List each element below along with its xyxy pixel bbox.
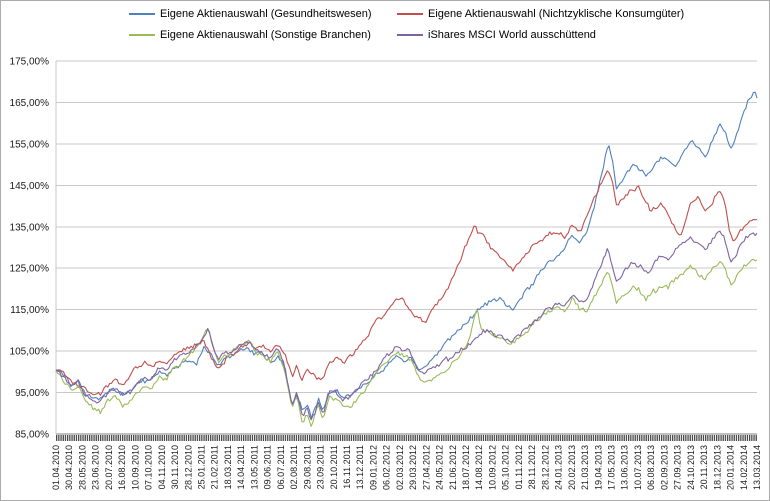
x-axis-label: 10.07.2013	[633, 445, 643, 490]
x-axis-label: 18.03.2011	[223, 445, 233, 489]
x-axis-label: 30.11.2010	[170, 445, 180, 489]
x-axis-label: 01.11.2012	[514, 445, 524, 489]
x-axis-label: 10.09.2012	[487, 445, 497, 490]
x-axis-label: 10.09.2010	[130, 445, 140, 490]
x-axis-label: 18.12.2013	[712, 445, 722, 490]
y-axis-label: 165,00%	[10, 98, 50, 109]
x-axis-label: 01.04.2010	[51, 445, 61, 490]
y-axis-label: 135,00%	[10, 222, 50, 233]
chart-legend: Eigene Aktienauswahl (Gesundheitswesen) E…	[129, 7, 684, 42]
x-axis-label: 21.02.2011	[210, 445, 220, 489]
x-axis-label: 17.05.2013	[607, 445, 617, 490]
x-axis-label: 14.08.2012	[474, 445, 484, 490]
x-axis-label: 28.05.2010	[77, 445, 87, 490]
x-axis-label: 24.10.2013	[686, 445, 696, 490]
legend-item-konsumgueter: Eigene Aktienauswahl (Nichtzyklische Kon…	[397, 7, 684, 21]
x-axis-label: 23.09.2011	[316, 445, 326, 489]
x-axis-label: 20.11.2013	[699, 445, 709, 489]
x-axis-label: 14.02.2014	[739, 445, 749, 490]
y-axis-label: 125,00%	[10, 264, 50, 275]
x-axis-label: 09.06.2011	[263, 445, 273, 489]
x-axis-label: 13.12.2011	[355, 445, 365, 489]
legend-label: iShares MSCI World ausschüttend	[428, 29, 596, 41]
legend-item-msci-world: iShares MSCI World ausschüttend	[397, 28, 684, 42]
x-axis-label: 05.10.2012	[501, 445, 511, 490]
x-axis-label: 23.06.2010	[91, 445, 101, 490]
legend-line-swatch	[397, 13, 423, 15]
x-axis-label: 30.04.2010	[64, 445, 74, 490]
x-axis-label: 27.09.2013	[673, 445, 683, 490]
y-axis-label: 95,00%	[15, 388, 49, 399]
x-axis-tick-strip	[56, 435, 757, 441]
x-axis-label: 16.08.2010	[117, 445, 127, 490]
legend-line-swatch	[397, 34, 423, 36]
legend-item-gesundheitswesen: Eigene Aktienauswahl (Gesundheitswesen)	[129, 7, 397, 21]
x-axis-label: 06.08.2013	[646, 445, 656, 490]
series-line-konsumgueter	[55, 170, 758, 396]
x-axis-label: 28.11.2012	[527, 445, 537, 489]
series-line-msci-world	[55, 230, 758, 421]
x-axis-label: 29.03.2012	[408, 445, 418, 490]
x-axis-label: 20.02.2013	[567, 445, 577, 490]
series-line-gesundheitswesen	[55, 91, 758, 419]
x-axis-label: 19.04.2013	[593, 445, 603, 490]
y-axis-label: 155,00%	[10, 139, 50, 150]
x-axis-label: 02.08.2011	[289, 445, 299, 489]
x-axis-label: 18.07.2012	[461, 445, 471, 490]
x-axis-label: 20.07.2010	[104, 445, 114, 490]
y-axis-label: 105,00%	[10, 347, 50, 358]
x-axis-label: 24.05.2012	[435, 445, 445, 490]
legend-label: Eigene Aktienauswahl (Nichtzyklische Kon…	[428, 8, 685, 20]
x-axis-label: 07.10.2010	[144, 445, 154, 490]
legend-label: Eigene Aktienauswahl (Gesundheitswesen)	[160, 8, 372, 20]
x-axis-label: 29.08.2011	[302, 445, 312, 489]
y-axis-label: 175,00%	[10, 57, 50, 68]
x-axis-label: 04.11.2010	[157, 445, 167, 489]
x-axis-label: 25.01.2011	[196, 445, 206, 489]
x-axis-label: 24.01.2013	[554, 445, 564, 490]
legend-line-swatch	[129, 34, 155, 36]
x-axis-label: 09.01.2012	[368, 445, 378, 490]
x-axis-label: 06.07.2011	[276, 445, 286, 489]
y-axis-label: 85,00%	[15, 430, 49, 441]
series-line-sonstige-branchen	[55, 258, 758, 427]
x-axis-label: 13.03.2014	[752, 445, 762, 490]
x-axis-label: 20.10.2011	[329, 445, 339, 489]
legend-item-sonstige-branchen: Eigene Aktienauswahl (Sonstige Branchen)	[129, 28, 397, 42]
x-axis-label: 13.05.2011	[249, 445, 259, 489]
x-axis-label: 28.12.2010	[183, 445, 193, 490]
x-axis-label: 02.09.2013	[659, 445, 669, 490]
x-axis-label: 14.04.2011	[236, 445, 246, 489]
x-axis-label: 16.11.2011	[342, 445, 352, 489]
x-axis-label: 06.02.2012	[382, 445, 392, 490]
y-axis-label: 145,00%	[10, 181, 50, 192]
x-axis-label: 20.01.2014	[726, 445, 736, 490]
x-axis-label: 21.06.2012	[448, 445, 458, 490]
x-axis-label: 27.04.2012	[421, 445, 431, 490]
x-axis-label: 02.03.2012	[395, 445, 405, 490]
x-axis-label: 13.06.2013	[620, 445, 630, 490]
x-axis-label: 28.12.2012	[540, 445, 550, 490]
legend-line-swatch	[129, 13, 155, 15]
x-axis-label: 21.03.2013	[580, 445, 590, 490]
legend-label: Eigene Aktienauswahl (Sonstige Branchen)	[160, 29, 371, 41]
y-axis-label: 115,00%	[10, 305, 49, 316]
